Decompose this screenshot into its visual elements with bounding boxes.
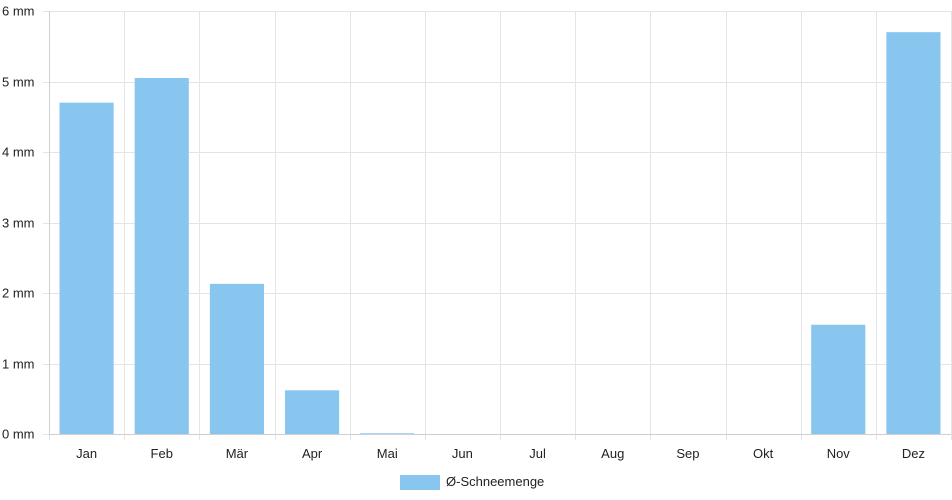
y-tick-label: 4 mm — [2, 145, 35, 160]
x-tick-label: Feb — [151, 446, 173, 461]
bar-feb[interactable] — [134, 77, 189, 434]
bar-mär[interactable] — [209, 283, 264, 434]
bar-jan[interactable] — [59, 102, 114, 435]
x-tick-label: Jan — [76, 446, 97, 461]
bar-apr[interactable] — [285, 390, 340, 434]
legend[interactable]: Ø-Schneemenge — [400, 474, 544, 490]
bars — [59, 32, 941, 435]
bar-nov[interactable] — [811, 324, 866, 434]
bar-dez[interactable] — [886, 32, 941, 435]
x-tick-label: Jul — [529, 446, 546, 461]
y-tick-label: 5 mm — [2, 75, 35, 90]
legend-label: Ø-Schneemenge — [446, 474, 544, 489]
x-tick-label: Aug — [601, 446, 624, 461]
x-tick-label: Nov — [827, 446, 851, 461]
x-tick-label: Mär — [226, 446, 249, 461]
y-tick-label: 3 mm — [2, 216, 35, 231]
x-tick-label: Apr — [302, 446, 323, 461]
x-tick-label: Jun — [452, 446, 473, 461]
y-tick-label: 1 mm — [2, 357, 35, 372]
y-tick-label: 2 mm — [2, 286, 35, 301]
y-tick-label: 0 mm — [2, 427, 35, 442]
grid-lines — [43, 11, 952, 440]
bar-mai[interactable] — [360, 433, 415, 434]
y-tick-label: 6 mm — [2, 4, 35, 19]
axes: 0 mm 1 mm 2 mm 3 mm 4 mm 5 mm 6 mm Jan Feb Mär Apr… — [2, 4, 951, 461]
legend-swatch — [400, 475, 440, 490]
x-tick-label: Mai — [377, 446, 398, 461]
x-tick-label: Sep — [676, 446, 699, 461]
x-tick-label: Dez — [902, 446, 925, 461]
x-tick-label: Okt — [753, 446, 774, 461]
